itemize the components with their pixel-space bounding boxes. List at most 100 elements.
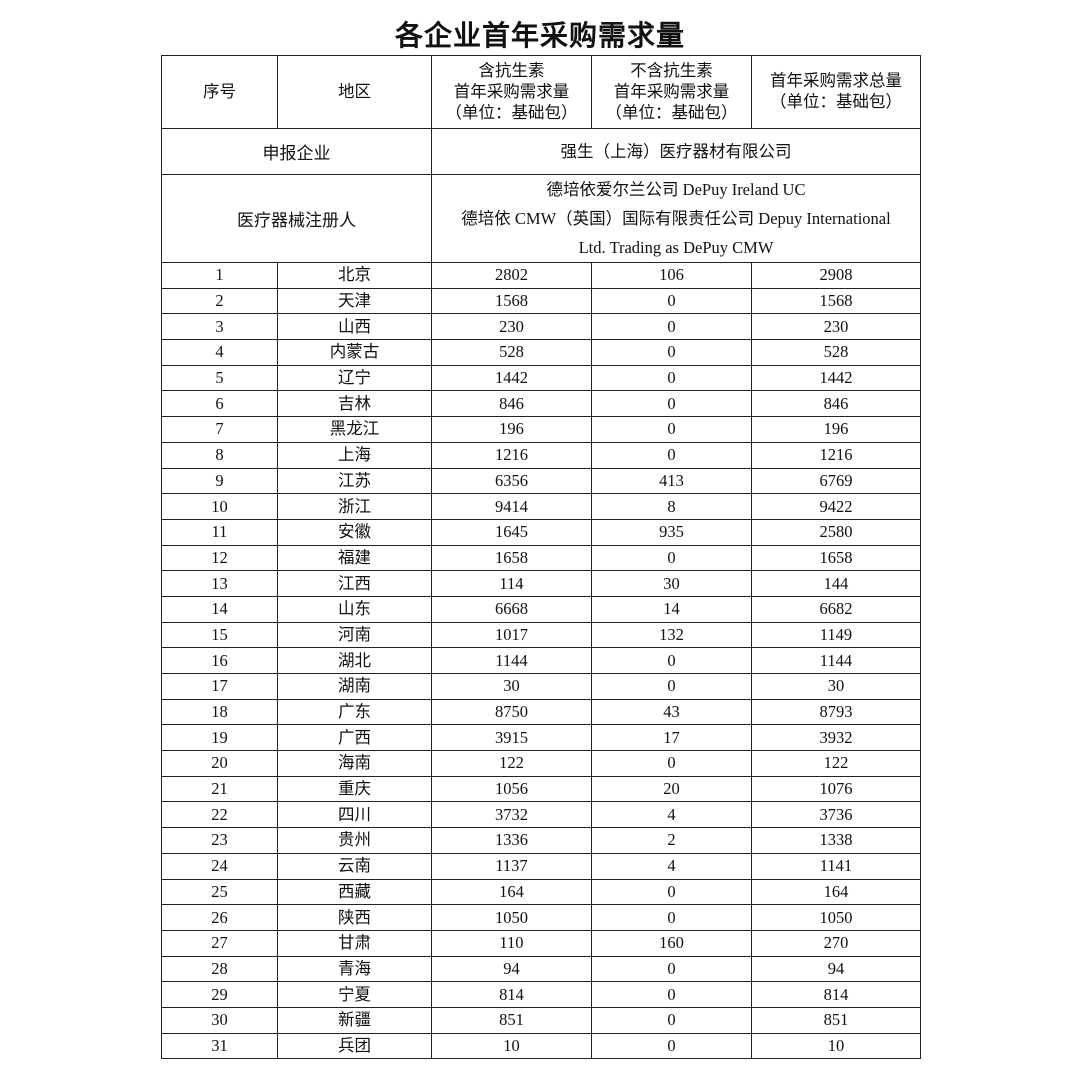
cell-total: 3932 xyxy=(751,724,921,752)
cell-index: 23 xyxy=(161,827,278,854)
cell-total: 196 xyxy=(751,416,921,443)
cell-index: 8 xyxy=(161,441,278,469)
cell-with-antibiotic: 1658 xyxy=(431,544,592,572)
cell-with-antibiotic: 110 xyxy=(431,929,592,957)
registrant-line: 德培依 CMW（英国）国际有限责任公司 Depuy International xyxy=(461,209,891,228)
cell-region: 广东 xyxy=(277,698,432,726)
cell-region: 北京 xyxy=(277,262,432,289)
table-row: 17 湖南 30 0 30 xyxy=(161,673,921,700)
cell-with-antibiotic: 2802 xyxy=(431,262,592,289)
cell-region: 宁夏 xyxy=(277,981,432,1008)
header-line: 不含抗生素 xyxy=(630,61,713,80)
header-row: 序号 地区 含抗生素 首年采购需求量 （单位：基础包） 不含抗生素 首年采购需求… xyxy=(161,55,921,129)
cell-index: 30 xyxy=(161,1006,278,1034)
cell-with-antibiotic: 814 xyxy=(431,981,592,1008)
header-line: （单位：基础包） xyxy=(605,103,738,122)
table-row: 22 四川 3732 4 3736 xyxy=(161,801,921,829)
cell-total: 846 xyxy=(751,390,921,418)
table-row: 21 重庆 1056 20 1076 xyxy=(161,775,921,803)
table-row: 20 海南 122 0 122 xyxy=(161,750,921,777)
cell-with-antibiotic: 1137 xyxy=(431,852,592,880)
cell-without-antibiotic: 20 xyxy=(591,775,752,803)
cell-without-antibiotic: 4 xyxy=(591,801,752,829)
cell-total: 1568 xyxy=(751,287,921,315)
cell-without-antibiotic: 0 xyxy=(591,647,752,674)
table-row: 16 湖北 1144 0 1144 xyxy=(161,647,921,674)
cell-without-antibiotic: 0 xyxy=(591,878,752,906)
header-line: （单位：基础包） xyxy=(770,93,902,111)
cell-total: 1216 xyxy=(751,441,921,469)
registrant-line: 德培依爱尔兰公司 DePuy Ireland UC xyxy=(546,180,806,199)
table-row: 7 黑龙江 196 0 196 xyxy=(161,416,921,443)
header-line: （单位：基础包） xyxy=(445,103,578,122)
cell-without-antibiotic: 14 xyxy=(591,595,752,623)
cell-index: 16 xyxy=(161,647,278,674)
cell-region: 四川 xyxy=(277,801,432,829)
cell-without-antibiotic: 0 xyxy=(591,673,752,700)
cell-index: 2 xyxy=(161,287,278,315)
cell-region: 贵州 xyxy=(277,827,432,854)
cell-index: 6 xyxy=(161,390,278,418)
cell-index: 4 xyxy=(161,339,278,366)
cell-index: 14 xyxy=(161,595,278,623)
cell-without-antibiotic: 132 xyxy=(591,621,752,649)
cell-with-antibiotic: 851 xyxy=(431,1006,592,1034)
cell-with-antibiotic: 1442 xyxy=(431,364,592,392)
cell-total: 8793 xyxy=(751,698,921,726)
cell-index: 28 xyxy=(161,955,278,983)
cell-index: 12 xyxy=(161,544,278,572)
cell-region: 广西 xyxy=(277,724,432,752)
cell-total: 1658 xyxy=(751,544,921,572)
cell-index: 13 xyxy=(161,570,278,597)
table-row: 6 吉林 846 0 846 xyxy=(161,390,921,418)
cell-without-antibiotic: 0 xyxy=(591,1032,752,1060)
cell-total: 528 xyxy=(751,339,921,366)
cell-index: 15 xyxy=(161,621,278,649)
registrant-label: 医疗器械注册人 xyxy=(161,174,432,263)
cell-without-antibiotic: 8 xyxy=(591,493,752,520)
header-line: 首年采购需求总量 xyxy=(770,72,902,90)
cell-without-antibiotic: 0 xyxy=(591,313,752,341)
cell-with-antibiotic: 114 xyxy=(431,570,592,597)
cell-total: 6682 xyxy=(751,595,921,623)
procurement-table: 序号 地区 含抗生素 首年采购需求量 （单位：基础包） 不含抗生素 首年采购需求… xyxy=(161,55,921,1060)
cell-with-antibiotic: 230 xyxy=(431,313,592,341)
cell-with-antibiotic: 164 xyxy=(431,878,592,906)
cell-region: 福建 xyxy=(277,544,432,572)
cell-with-antibiotic: 1050 xyxy=(431,904,592,931)
table-row: 15 河南 1017 132 1149 xyxy=(161,621,921,649)
cell-index: 21 xyxy=(161,775,278,803)
cell-total: 2908 xyxy=(751,262,921,289)
cell-with-antibiotic: 1056 xyxy=(431,775,592,803)
cell-region: 河南 xyxy=(277,621,432,649)
cell-total: 9422 xyxy=(751,493,921,520)
cell-with-antibiotic: 6356 xyxy=(431,467,592,495)
cell-without-antibiotic: 0 xyxy=(591,544,752,572)
cell-without-antibiotic: 0 xyxy=(591,287,752,315)
table-row: 10 浙江 9414 8 9422 xyxy=(161,493,921,520)
cell-without-antibiotic: 4 xyxy=(591,852,752,880)
cell-with-antibiotic: 528 xyxy=(431,339,592,366)
header-line: 首年采购需求量 xyxy=(613,82,730,101)
cell-with-antibiotic: 10 xyxy=(431,1032,592,1060)
cell-index: 19 xyxy=(161,724,278,752)
cell-region: 陕西 xyxy=(277,904,432,931)
cell-without-antibiotic: 935 xyxy=(591,518,752,546)
cell-total: 814 xyxy=(751,981,921,1008)
table-row: 11 安徽 1645 935 2580 xyxy=(161,518,921,546)
cell-without-antibiotic: 2 xyxy=(591,827,752,854)
cell-region: 西藏 xyxy=(277,878,432,906)
table-row: 1 北京 2802 106 2908 xyxy=(161,262,921,289)
table-row: 2 天津 1568 0 1568 xyxy=(161,287,921,315)
cell-index: 5 xyxy=(161,364,278,392)
cell-without-antibiotic: 0 xyxy=(591,441,752,469)
cell-region: 上海 xyxy=(277,441,432,469)
document-title: 各企业首年采购需求量 xyxy=(394,20,685,51)
cell-total: 144 xyxy=(751,570,921,597)
cell-without-antibiotic: 0 xyxy=(591,750,752,777)
cell-without-antibiotic: 0 xyxy=(591,364,752,392)
cell-region: 甘肃 xyxy=(277,929,432,957)
cell-index: 9 xyxy=(161,467,278,495)
cell-with-antibiotic: 1336 xyxy=(431,827,592,854)
cell-with-antibiotic: 1144 xyxy=(431,647,592,674)
